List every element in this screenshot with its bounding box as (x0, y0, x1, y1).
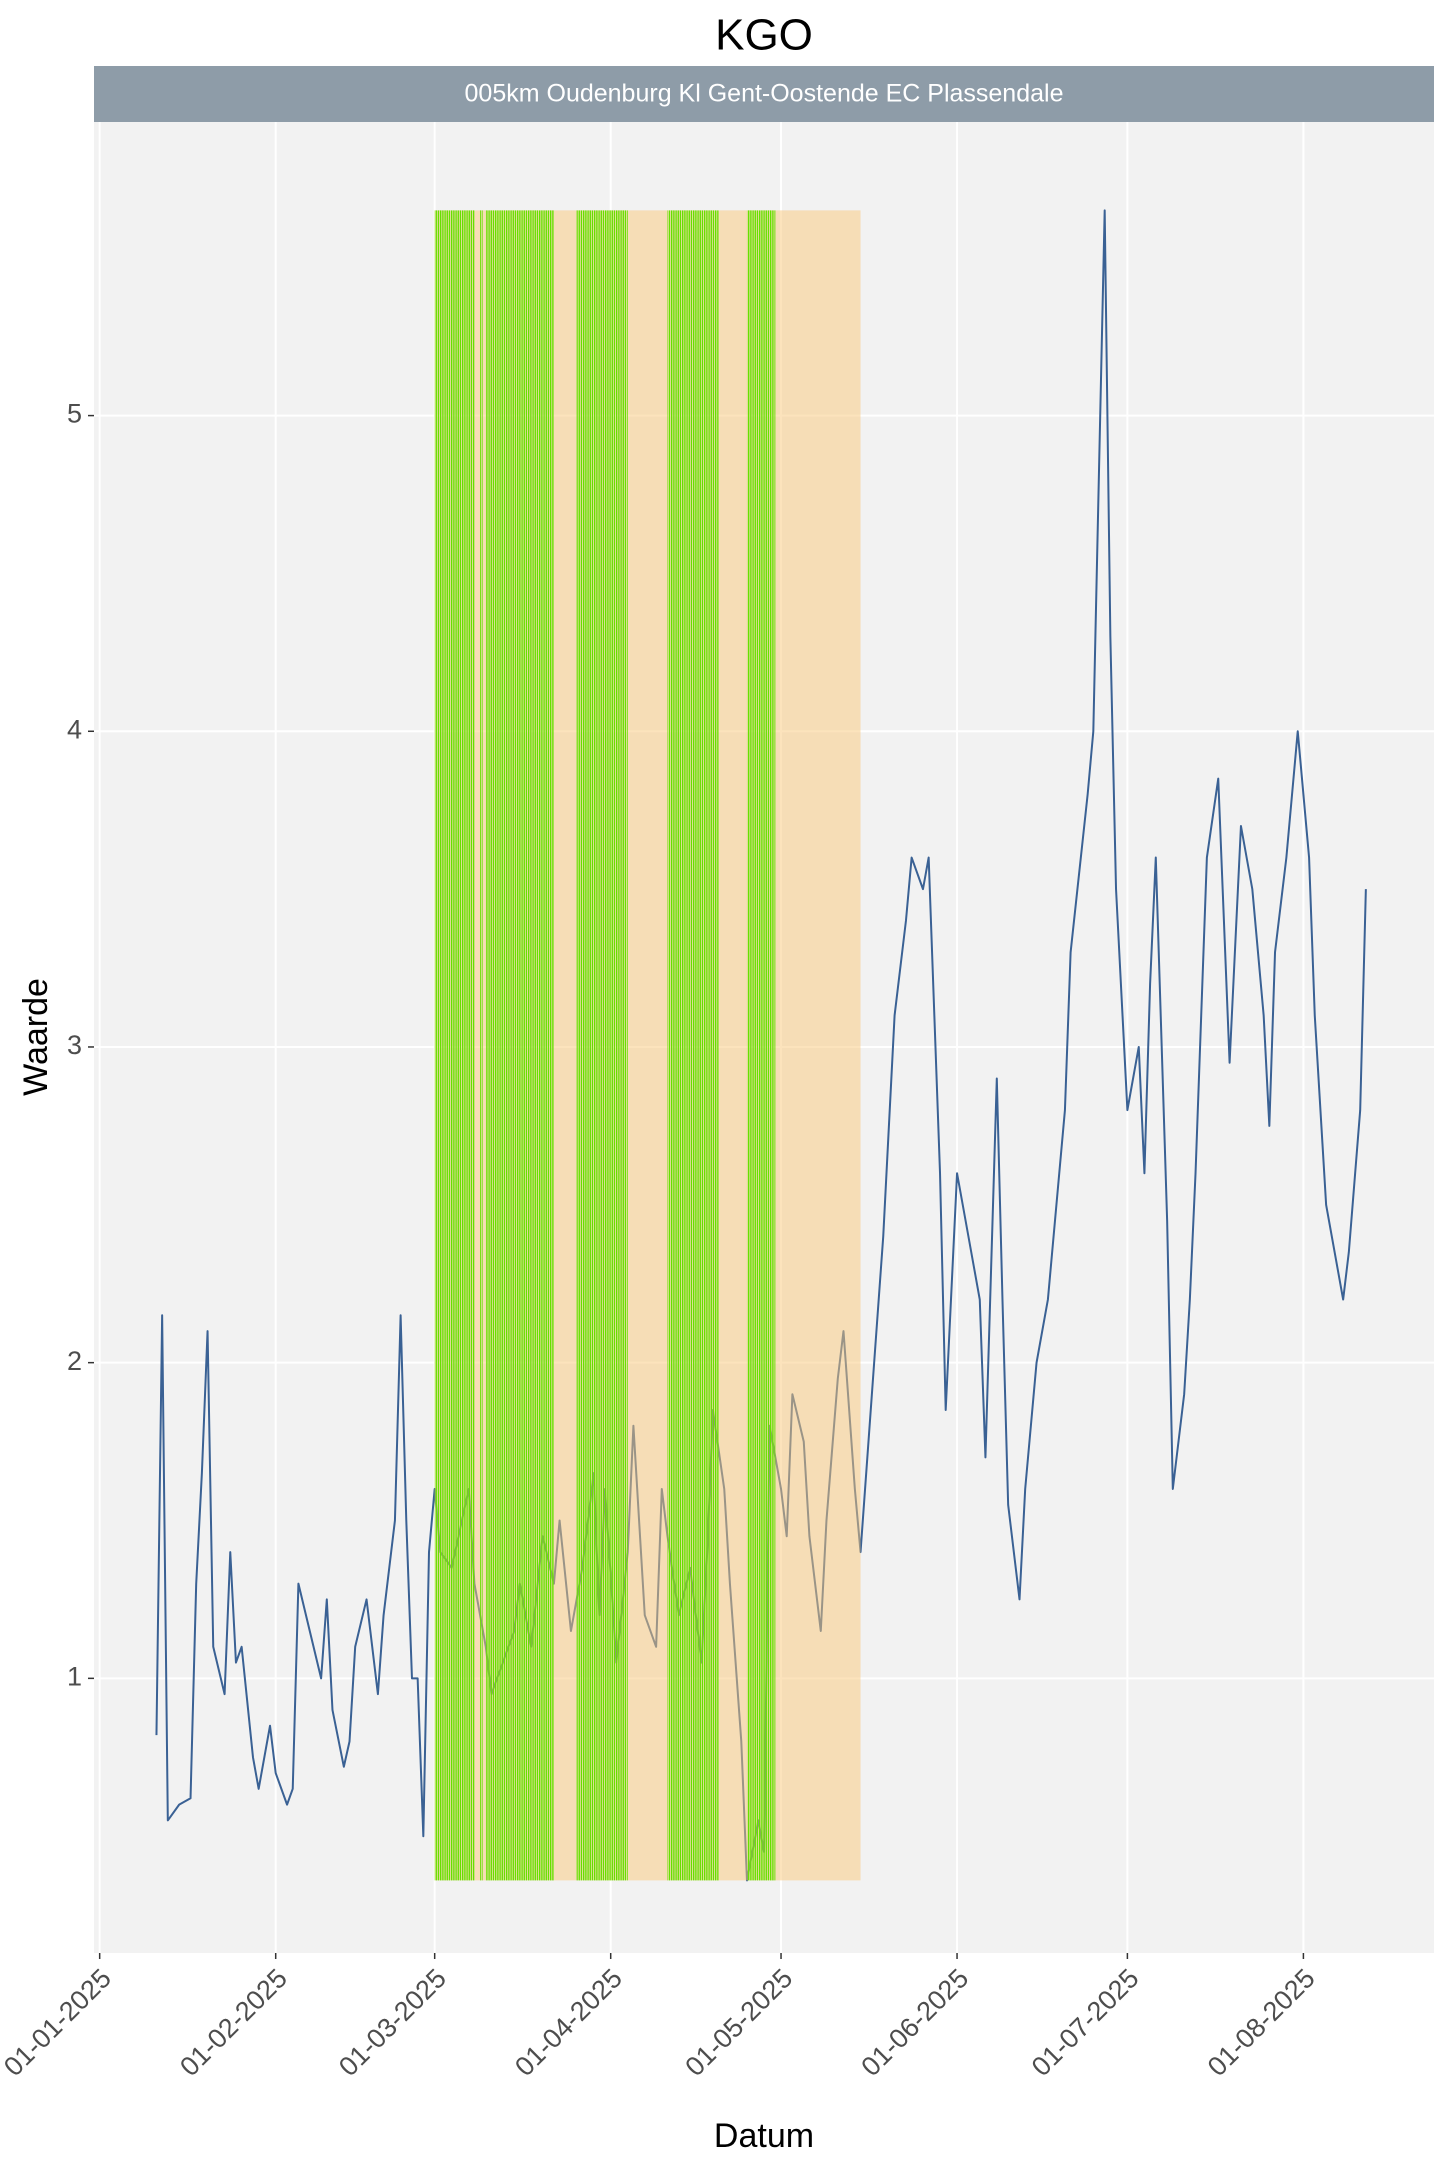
x-tick-label: 01-04-2025 (509, 1963, 628, 2082)
x-tick-label: 01-06-2025 (855, 1963, 974, 2082)
x-tick-label: 01-01-2025 (0, 1963, 117, 2082)
y-axis-title: Waarde (17, 978, 55, 1096)
y-tick-label: 2 (67, 1346, 82, 1376)
y-tick-label: 3 (67, 1030, 82, 1060)
green-period (746, 210, 776, 1881)
y-tick-label: 5 (67, 399, 82, 429)
x-tick-label: 01-07-2025 (1026, 1963, 1145, 2082)
x-axis-title: Datum (714, 2117, 814, 2155)
green-period (576, 210, 628, 1881)
x-tick-label: 01-05-2025 (679, 1963, 798, 2082)
x-tick-label: 01-08-2025 (1202, 1963, 1321, 2082)
chart-title: KGO (715, 11, 813, 60)
green-period (434, 210, 475, 1881)
green-period (667, 210, 719, 1881)
y-tick-label: 4 (67, 714, 82, 744)
facet-label: 005km Oudenburg Kl Gent-Oostende EC Plas… (465, 80, 1064, 108)
green-period (485, 210, 554, 1881)
x-tick-label: 01-02-2025 (174, 1963, 293, 2082)
facet-strip (94, 66, 1434, 122)
green-period (480, 210, 483, 1881)
y-tick-label: 1 (67, 1661, 82, 1691)
x-tick-label: 01-03-2025 (333, 1963, 452, 2082)
